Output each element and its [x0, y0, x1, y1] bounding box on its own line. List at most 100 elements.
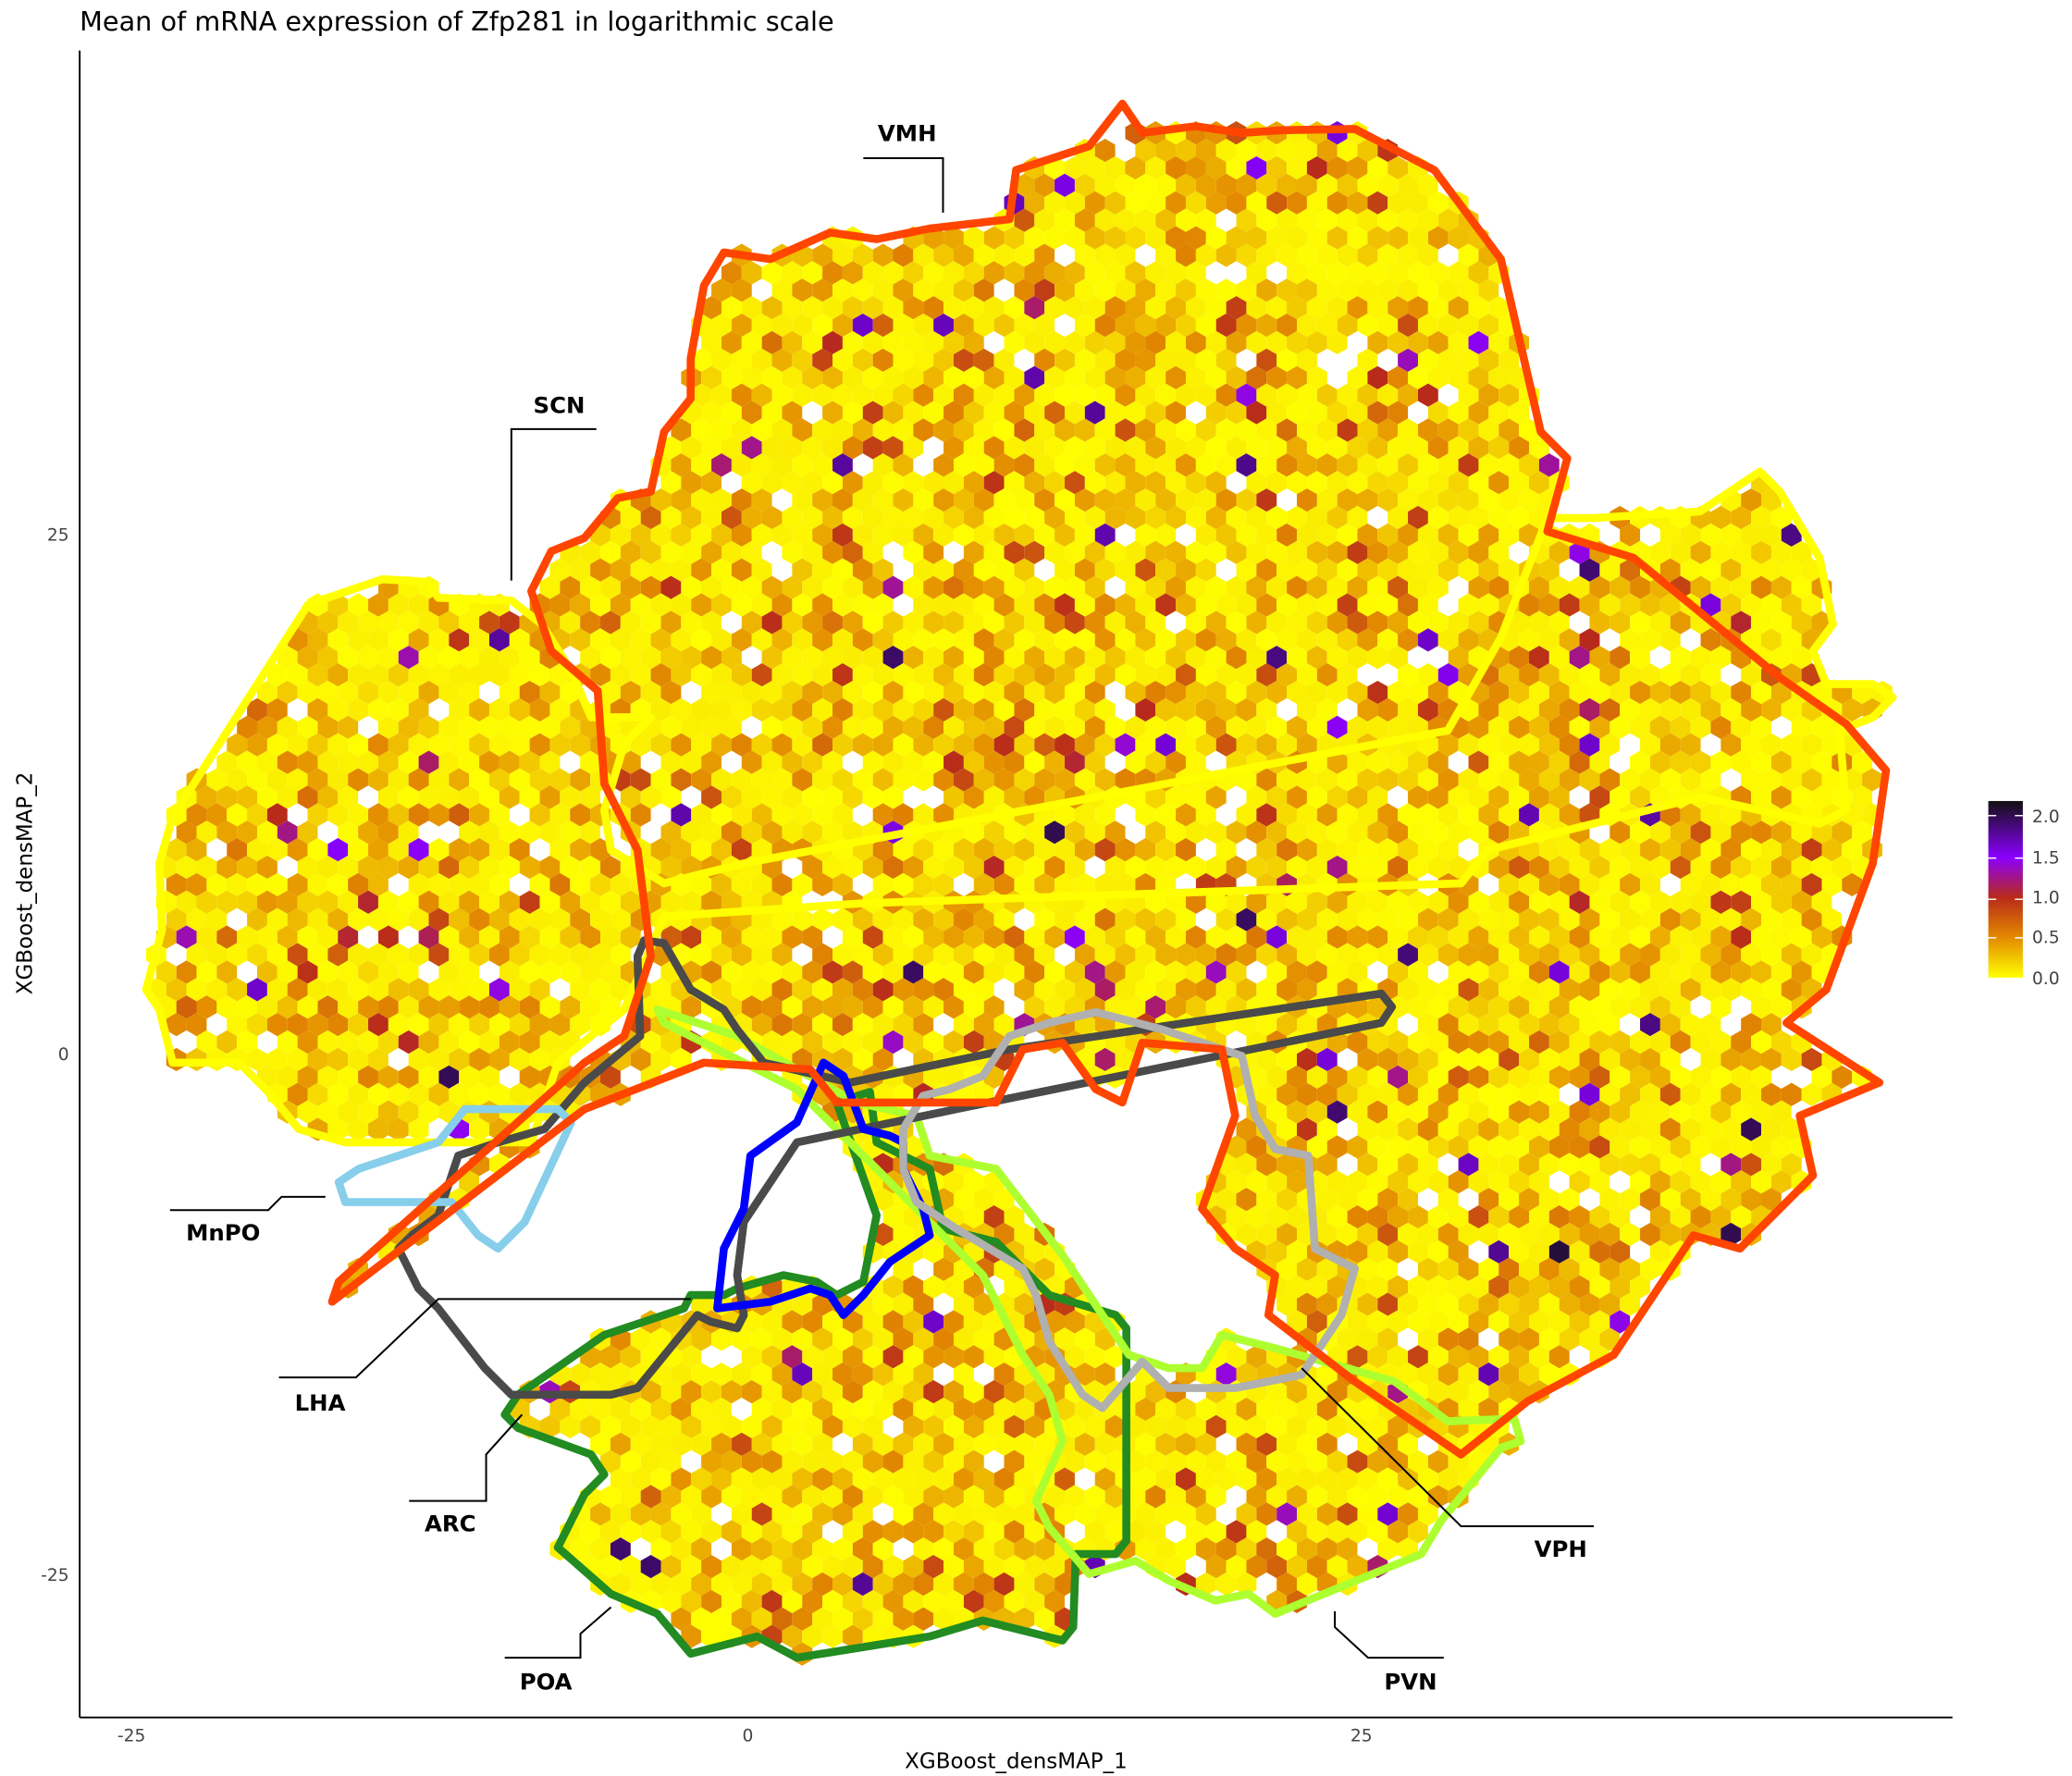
- hex-bin: [1599, 768, 1621, 792]
- hex-bin: [852, 1327, 873, 1351]
- hex-bin: [792, 348, 813, 373]
- hex-bin: [852, 593, 873, 617]
- hex-bin: [1205, 681, 1227, 705]
- hex-bin: [953, 523, 974, 547]
- hex-bin: [1094, 139, 1116, 163]
- hex-bin: [1236, 697, 1257, 722]
- hex-bin: [1287, 890, 1307, 914]
- hex-bin: [1670, 750, 1691, 774]
- hex-bin: [196, 925, 217, 949]
- hex-bin: [1398, 453, 1418, 477]
- hex-bin: [1347, 1485, 1368, 1509]
- hex-bin: [1306, 925, 1327, 949]
- hex-bin: [600, 646, 621, 670]
- hex-bin: [469, 1082, 489, 1106]
- hex-bin: [428, 733, 450, 757]
- hex-bin: [1427, 261, 1449, 285]
- hex-bin: [1417, 943, 1438, 967]
- hex-bin: [1115, 907, 1136, 931]
- hex-bin: [1761, 1013, 1782, 1037]
- hex-bin: [812, 697, 833, 722]
- hex-bin: [1034, 628, 1055, 652]
- hex-bin: [1680, 768, 1701, 792]
- hex-bin: [1408, 1345, 1428, 1369]
- hex-bin: [782, 436, 803, 460]
- hex-bin: [933, 1502, 954, 1526]
- hex-bin: [1367, 1449, 1388, 1474]
- hex-bin: [327, 733, 349, 757]
- hex-bin: [842, 365, 863, 389]
- hex-bin: [1326, 1485, 1348, 1509]
- hex-bin: [1125, 505, 1146, 530]
- hex-bin: [1731, 715, 1752, 739]
- hex-bin: [1448, 785, 1469, 809]
- hex-bin: [1166, 330, 1186, 355]
- hex-bin: [1145, 191, 1166, 215]
- hex-bin: [1297, 943, 1317, 967]
- hex-bin: [529, 803, 550, 827]
- hex-bin: [570, 943, 591, 967]
- hex-bin: [973, 697, 994, 722]
- hex-bin: [933, 488, 954, 512]
- hex-bin: [1347, 296, 1368, 320]
- hex-bin: [1437, 1257, 1459, 1281]
- hex-bin: [822, 575, 843, 599]
- hex-bin: [993, 558, 1015, 582]
- hex-bin: [782, 681, 803, 705]
- hex-bin: [176, 925, 197, 949]
- hex-bin: [1659, 628, 1681, 652]
- hex-bin: [1417, 1013, 1438, 1037]
- hex-bin: [580, 575, 601, 599]
- hex-bin: [782, 1310, 803, 1334]
- hex-bin: [408, 1013, 429, 1037]
- hex-bin: [1388, 365, 1409, 389]
- hex-bin: [944, 1520, 964, 1544]
- hex-bin: [882, 681, 904, 705]
- hex-bin: [1649, 1065, 1671, 1089]
- hex-bin: [862, 401, 883, 425]
- hex-bin: [358, 890, 378, 914]
- hex-bin: [600, 855, 621, 880]
- hex-bin: [1437, 1222, 1459, 1247]
- hex-bin: [1256, 663, 1277, 687]
- hex-bin: [580, 855, 601, 880]
- hex-bin: [771, 1363, 793, 1387]
- hex-bin: [731, 1327, 752, 1351]
- hex-bin: [1084, 715, 1105, 739]
- hex-bin: [237, 715, 257, 739]
- hex-bin: [166, 907, 187, 931]
- hex-bin: [1054, 383, 1075, 407]
- hex-bin: [1377, 1222, 1399, 1247]
- hex-bin: [1337, 208, 1358, 232]
- hex-bin: [1104, 715, 1126, 739]
- hex-bin: [832, 243, 853, 267]
- hex-bin: [1034, 1607, 1055, 1631]
- hex-bin: [993, 418, 1015, 442]
- hex-bin: [1256, 523, 1277, 547]
- hex-bin: [701, 1449, 722, 1474]
- hex-bin: [802, 1449, 823, 1474]
- hex-bin: [1337, 593, 1358, 617]
- hex-bin: [993, 1467, 1015, 1491]
- hex-bin: [317, 610, 339, 635]
- hex-bin: [1408, 925, 1428, 949]
- hex-bin: [1276, 558, 1298, 582]
- hex-bin: [1417, 243, 1438, 267]
- hex-bin: [1115, 383, 1136, 407]
- hex-bin: [933, 348, 954, 373]
- hex-bin: [488, 872, 510, 897]
- hex-bin: [469, 663, 489, 687]
- colorbar: [1988, 800, 2023, 978]
- hex-bin: [1115, 208, 1136, 232]
- hex-bin: [1548, 1065, 1570, 1089]
- hex-bin: [681, 540, 702, 564]
- hex-bin: [166, 1013, 187, 1037]
- hex-bin: [1266, 330, 1288, 355]
- hex-bin: [1811, 890, 1832, 914]
- hex-bin: [1306, 365, 1327, 389]
- hex-bin: [1044, 1485, 1066, 1509]
- hex-bin: [469, 1117, 489, 1141]
- hex-bin: [620, 750, 641, 774]
- hex-bin: [1306, 1135, 1327, 1159]
- hex-bin: [1417, 418, 1438, 442]
